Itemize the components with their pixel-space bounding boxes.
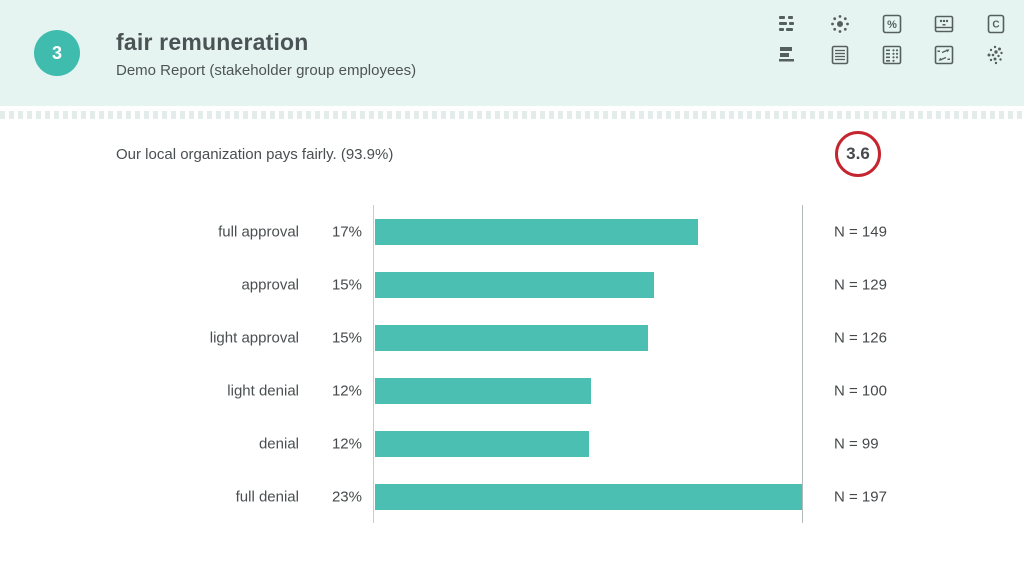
- chart-row: light denial 12% N = 100: [0, 364, 1024, 417]
- n-label: N = 126: [834, 329, 887, 346]
- svg-text:C: C: [992, 20, 999, 31]
- category-label: denial: [258, 435, 299, 452]
- n-label: N = 129: [834, 276, 887, 293]
- dotted-separator: [0, 111, 1024, 119]
- category-label: full approval: [218, 223, 299, 240]
- percent-label: 12%: [331, 382, 362, 399]
- list-dashes-icon[interactable]: [776, 12, 800, 36]
- document-lines-icon[interactable]: [828, 43, 852, 67]
- score-value: 3.6: [846, 144, 870, 163]
- chart-axis-line-left: [373, 205, 374, 523]
- chart-row: denial 12% N = 99: [0, 417, 1024, 470]
- category-label: light denial: [227, 382, 299, 399]
- category-label: full denial: [235, 488, 299, 505]
- n-label: N = 100: [834, 382, 887, 399]
- bar: [375, 271, 655, 298]
- percent-label: 12%: [331, 435, 362, 452]
- bar-track: [375, 218, 802, 245]
- chart-axis-line-right: [802, 205, 803, 523]
- n-label: N = 197: [834, 488, 887, 505]
- scatter-dots-icon[interactable]: [984, 43, 1008, 67]
- header: 3 fair remuneration Demo Report (stakeho…: [0, 0, 1024, 106]
- chart-row: approval 15% N = 129: [0, 258, 1024, 311]
- bar: [375, 483, 802, 510]
- bar-track: [375, 483, 802, 510]
- chart-row: full approval 17% N = 149: [0, 205, 1024, 258]
- score-badge: 3.6: [835, 131, 881, 177]
- percent-label: 15%: [331, 276, 362, 293]
- category-label: approval: [241, 276, 299, 293]
- slider-box-icon[interactable]: [932, 12, 956, 36]
- bar: [375, 324, 649, 351]
- category-label: light approval: [209, 329, 299, 346]
- n-label: N = 99: [834, 435, 879, 452]
- percent-label: 17%: [331, 223, 362, 240]
- matrix-box-icon[interactable]: [880, 43, 904, 67]
- bar-track: [375, 271, 802, 298]
- question-text: Our local organization pays fairly. (93.…: [116, 146, 394, 163]
- svg-text:%: %: [887, 19, 897, 31]
- bar: [375, 430, 590, 457]
- question-number: 3: [51, 42, 62, 63]
- page-subtitle: Demo Report (stakeholder group employees…: [116, 62, 417, 79]
- bar: [375, 377, 592, 404]
- percent-label: 15%: [331, 329, 362, 346]
- percent-label: 23%: [331, 488, 362, 505]
- chart-rows: full approval 17% N = 149 approval 15% N = 12…: [0, 205, 1024, 523]
- bar-track: [375, 430, 802, 457]
- n-label: N = 149: [834, 223, 887, 240]
- bar-track: [375, 324, 802, 351]
- radial-dots-icon[interactable]: [828, 12, 852, 36]
- chart-row: light approval 15% N = 126: [0, 311, 1024, 364]
- horizontal-bars-icon[interactable]: [776, 43, 800, 67]
- bar-chart: full approval 17% N = 149 approval 15% N = 12…: [0, 205, 1024, 523]
- question-number-badge: 3: [34, 30, 80, 76]
- percent-box-icon[interactable]: %: [880, 12, 904, 36]
- letter-c-box-icon[interactable]: C: [984, 12, 1008, 36]
- bar-track: [375, 377, 802, 404]
- page-title: fair remuneration: [116, 29, 309, 55]
- chart-row: full denial 23% N = 197: [0, 470, 1024, 523]
- toolbar: % C: [776, 12, 1008, 67]
- bar: [375, 218, 699, 245]
- compare-arrows-box-icon[interactable]: [932, 43, 956, 67]
